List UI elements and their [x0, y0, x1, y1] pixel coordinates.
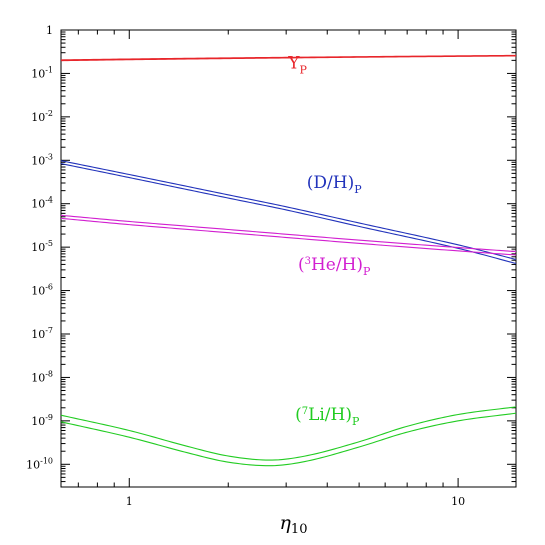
y-tick-label: 10-8: [31, 369, 53, 384]
y-tick-label: 10-5: [31, 239, 53, 254]
y-tick-label: 10-6: [31, 283, 53, 298]
x-axis-label: η10: [280, 512, 308, 537]
annotation-DH: (D/H)P: [307, 173, 362, 196]
x-tick-label: 1: [126, 495, 133, 508]
plot-frame: [60, 29, 517, 488]
axis-ticks: 1 10-1 10-2 10-3 10-4 10-5 10-6 10-7 10-8 10-9 10-…: [26, 24, 516, 508]
annotation-layer: YP (D/H)P (3He/H)P (7Li/H)P: [287, 53, 371, 427]
series-layer: [60, 54, 517, 467]
y-tick-label: 10-4: [31, 196, 53, 211]
series-line-DH_lower: [60, 163, 517, 265]
annotation-Yp: YP: [287, 53, 307, 76]
series-line-Li7H_upper: [60, 406, 517, 461]
series-line-DH_upper: [60, 160, 517, 261]
y-tick-label: 10-1: [31, 65, 53, 80]
annotation-He3H: (3He/H)P: [298, 255, 371, 278]
x-tick-label: 10: [451, 495, 465, 508]
y-tick-label: 1: [46, 24, 53, 37]
y-tick-label: 10-3: [31, 152, 53, 167]
y-tick-label: 10-7: [31, 326, 53, 341]
y-tick-label: 10-9: [31, 413, 53, 428]
y-tick-label: 10-10: [26, 456, 53, 471]
series-line-He3H_upper: [60, 214, 517, 253]
series-line-Li7H_lower: [60, 412, 517, 467]
series-line-Yp_lower: [60, 55, 517, 62]
annotation-Li7H: (7Li/H)P: [295, 405, 360, 428]
series-line-He3H_lower: [60, 217, 517, 256]
y-tick-label: 10-2: [31, 109, 53, 124]
